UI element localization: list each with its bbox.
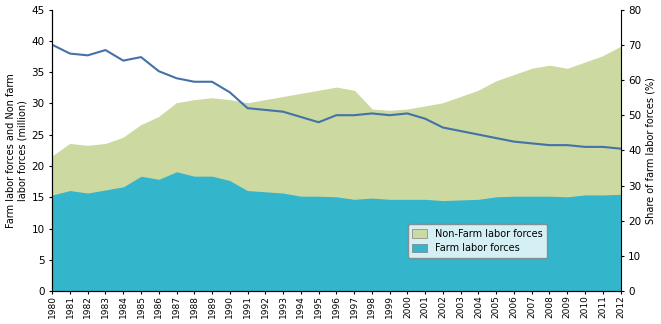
Legend: Non-Farm labor forces, Farm labor forces: Non-Farm labor forces, Farm labor forces: [408, 224, 547, 258]
Y-axis label: Farm labor forces and Non farm
labor forces (million): Farm labor forces and Non farm labor for…: [5, 73, 27, 228]
Y-axis label: Share of farm labor forces (%): Share of farm labor forces (%): [645, 77, 656, 224]
